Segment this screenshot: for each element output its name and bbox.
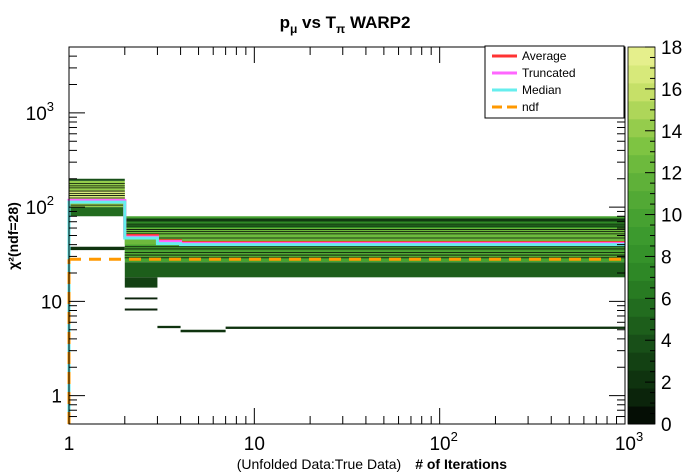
colorbar-cell xyxy=(628,64,655,84)
title-tail: WARP2 xyxy=(345,13,410,32)
title-main-sub: μ xyxy=(290,22,297,36)
colorbar-cell xyxy=(628,370,655,389)
chart-title: pμ vs Tπ WARP2 xyxy=(280,13,411,36)
x-tick-label: 1 xyxy=(64,434,75,455)
colorbar-cell xyxy=(628,47,655,66)
heatmap-cell xyxy=(69,178,125,181)
heatmap-cell xyxy=(124,221,625,229)
series-lines xyxy=(67,198,625,424)
colorbar-cell xyxy=(628,388,655,407)
colorbar-cell xyxy=(628,244,655,263)
colorbar-tick-label: 14 xyxy=(661,122,683,143)
colorbar-cell xyxy=(628,100,655,120)
colorbar-tick-label: 10 xyxy=(661,206,682,227)
heatmap-cell xyxy=(180,329,226,333)
legend-label-ndf: ndf xyxy=(522,100,539,114)
colorbar-cell xyxy=(628,154,655,174)
colorbar: 0 2 4 6 8 10 12 14 16 18 xyxy=(627,38,683,436)
colorbar-cell xyxy=(628,334,655,353)
colorbar-cell xyxy=(628,352,655,371)
series-median xyxy=(67,200,625,424)
x-tick-label: 10 xyxy=(244,434,265,455)
colorbar-tick-label: 12 xyxy=(661,164,682,185)
colorbar-cell xyxy=(628,262,655,281)
heatmap-cells xyxy=(69,178,626,333)
title-main: p xyxy=(280,13,290,32)
y-axis-label: χ²(ndf=28) xyxy=(5,202,21,270)
heatmap-cell xyxy=(124,262,625,278)
heatmap-cell xyxy=(124,297,158,300)
y-tick-label: 103 xyxy=(26,99,54,125)
colorbar-tick-label: 8 xyxy=(661,247,672,268)
colorbar-cell xyxy=(628,226,655,245)
legend-label-truncated: Truncated xyxy=(522,66,576,80)
legend-label-average: Average xyxy=(522,49,567,63)
heatmap-cell xyxy=(157,325,181,329)
colorbar-tick-label: 18 xyxy=(661,38,682,59)
colorbar-cell xyxy=(628,190,655,210)
x-axis-label-prefix: (Unfolded Data:True Data) xyxy=(237,456,401,472)
colorbar-tick-label: 16 xyxy=(661,80,682,101)
colorbar-cell xyxy=(628,316,655,335)
legend-label-median: Median xyxy=(522,83,561,97)
y-tick-label: 10 xyxy=(41,292,62,313)
heatmap-cell xyxy=(124,228,625,245)
legend: Average Truncated Median ndf xyxy=(484,45,625,119)
colorbar-cell xyxy=(628,172,655,192)
colorbar-cell xyxy=(628,298,655,317)
colorbar-cell xyxy=(628,136,655,156)
heatmap-cell xyxy=(69,246,125,251)
colorbar-tick-label: 2 xyxy=(661,373,672,394)
colorbar-cell xyxy=(628,406,655,425)
x-axis-label-main: # of Iterations xyxy=(415,456,507,472)
colorbar-cell xyxy=(628,208,655,228)
colorbar-tick-label: 0 xyxy=(661,415,672,436)
title-mid: vs T xyxy=(297,13,336,32)
x-tick-label: 103 xyxy=(615,429,643,455)
colorbar-tick-label: 6 xyxy=(661,289,672,310)
x-tick-label: 102 xyxy=(429,429,457,455)
y-tick-label: 102 xyxy=(26,193,54,219)
y-tick-label: 1 xyxy=(51,387,62,408)
colorbar-cell xyxy=(628,82,655,102)
heatmap-cell xyxy=(69,207,125,217)
colorbar-cell xyxy=(628,118,655,138)
axis-tick-labels: 1 10 102 103 1 10 102 103 xyxy=(26,99,644,455)
title-mid-sub: π xyxy=(336,22,345,36)
colorbar-cell xyxy=(628,280,655,299)
x-axis-label: (Unfolded Data:True Data) # of Iterations xyxy=(237,456,507,472)
heatmap-cell xyxy=(225,326,626,329)
heatmap-cell xyxy=(124,277,158,288)
heatmap-cell xyxy=(124,308,158,311)
colorbar-tick-label: 4 xyxy=(661,331,672,352)
